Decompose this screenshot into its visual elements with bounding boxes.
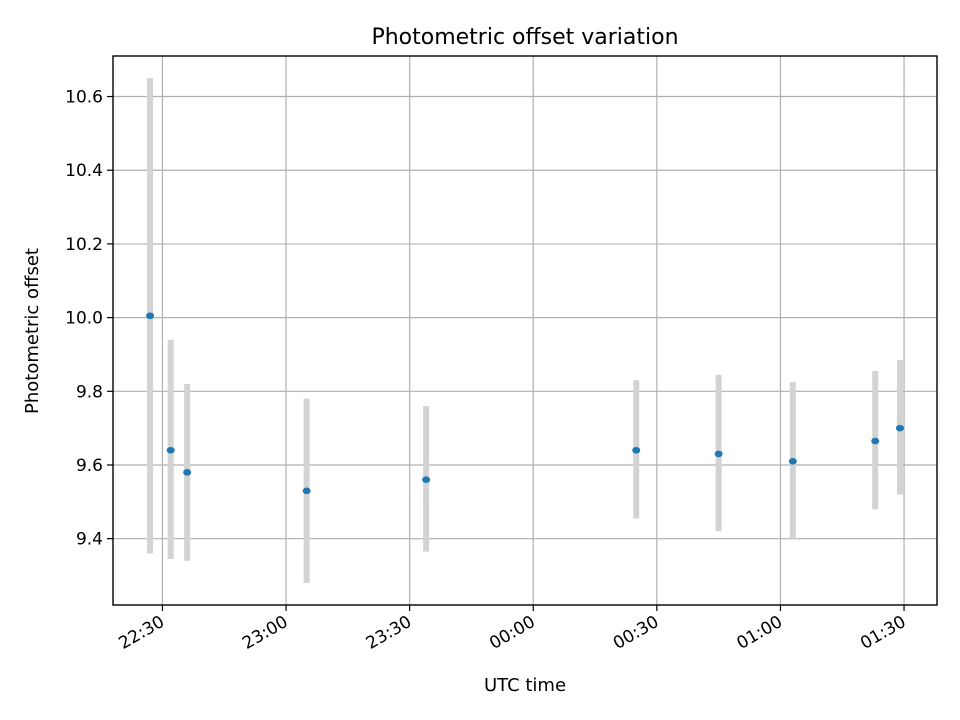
chart-title: Photometric offset variation <box>371 25 678 50</box>
data-points <box>146 312 904 495</box>
x-tick-label: 23:00 <box>239 612 291 654</box>
y-tick-label: 10.4 <box>65 161 103 181</box>
data-point <box>183 469 192 476</box>
data-point <box>422 476 431 484</box>
x-tick-label: 00:00 <box>486 612 538 654</box>
data-point <box>788 458 797 465</box>
y-tick-label: 9.6 <box>76 456 103 476</box>
errorbars <box>147 78 903 583</box>
data-point <box>871 437 880 445</box>
y-tick-label: 10.6 <box>65 88 103 108</box>
data-point <box>632 446 641 454</box>
y-tick-label: 9.8 <box>76 382 103 402</box>
data-point <box>146 312 155 320</box>
y-tick-label: 10.2 <box>65 235 103 255</box>
y-tick-label: 9.4 <box>76 530 103 550</box>
data-point <box>714 450 723 458</box>
x-tick-label: 00:30 <box>610 612 662 654</box>
y-axis-label: Photometric offset <box>22 248 43 414</box>
grid <box>113 56 937 605</box>
ticks: 22:30 23:00 23:30 00:00 00:30 01:00 01:30 9.4 9.… <box>65 88 909 654</box>
data-point <box>166 446 175 454</box>
x-tick-label: 01:30 <box>857 612 909 654</box>
x-tick-label: 22:30 <box>116 612 168 654</box>
plot-frame <box>112 55 938 606</box>
x-axis-label: UTC time <box>484 675 566 696</box>
x-tick-label: 01:00 <box>734 612 786 654</box>
x-tick-label: 23:30 <box>363 612 415 654</box>
data-point <box>302 487 311 495</box>
data-point <box>895 424 904 432</box>
y-tick-label: 10.0 <box>65 309 103 329</box>
